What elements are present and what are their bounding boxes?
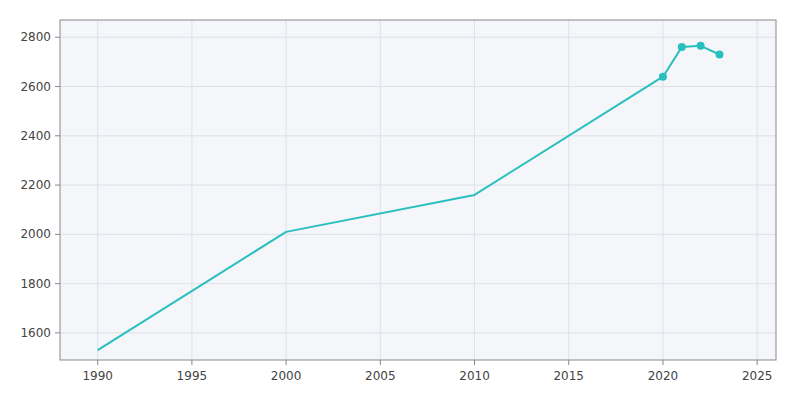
grid-line-x bbox=[380, 20, 381, 360]
tick-label-x: 2005 bbox=[365, 369, 396, 383]
grid-line-x bbox=[286, 20, 287, 360]
grid-line-x bbox=[97, 20, 98, 360]
chart-svg: 1990 1995 2000 2005 2010 2015 2020 2025 1600 1800… bbox=[0, 0, 800, 400]
chart-container: 1990 1995 2000 2005 2010 2015 2020 2025 1600 1800… bbox=[0, 0, 800, 400]
tick-y bbox=[55, 37, 60, 38]
tick-label-x: 1990 bbox=[82, 369, 113, 383]
tick-x bbox=[568, 360, 569, 365]
line bbox=[98, 46, 720, 350]
tick-y bbox=[55, 86, 60, 87]
tick-label-y: 1600 bbox=[20, 326, 51, 340]
marker bbox=[697, 42, 705, 50]
tick-x bbox=[97, 360, 98, 365]
plot-background bbox=[60, 20, 776, 360]
tick-label-y: 1800 bbox=[20, 277, 51, 291]
tick-y bbox=[55, 234, 60, 235]
tick-x bbox=[380, 360, 381, 365]
tick-label-x: 1995 bbox=[177, 369, 208, 383]
tick-label-x: 2015 bbox=[553, 369, 584, 383]
grid-line-y bbox=[60, 86, 776, 87]
tick-y bbox=[55, 283, 60, 284]
tick-label-x: 2000 bbox=[271, 369, 302, 383]
marker bbox=[715, 50, 723, 58]
tick-y bbox=[55, 185, 60, 186]
axes: 1990 1995 2000 2005 2010 2015 2020 2025 1600 1800… bbox=[20, 20, 776, 383]
grid-line-y bbox=[60, 135, 776, 136]
tick-x bbox=[757, 360, 758, 365]
marker bbox=[678, 43, 686, 51]
tick-label-x: 2010 bbox=[459, 369, 490, 383]
tick-y bbox=[55, 332, 60, 333]
grid-line-y bbox=[60, 234, 776, 235]
tick-x bbox=[474, 360, 475, 365]
grid-line-x bbox=[757, 20, 758, 360]
tick-label-x: 2025 bbox=[742, 369, 773, 383]
grid-line-y bbox=[60, 332, 776, 333]
tick-x bbox=[191, 360, 192, 365]
grid-line-x bbox=[191, 20, 192, 360]
grid-line-y bbox=[60, 37, 776, 38]
grid-line-x bbox=[474, 20, 475, 360]
plot-frame bbox=[60, 20, 776, 360]
tick-label-y: 2000 bbox=[20, 227, 51, 241]
data-area bbox=[98, 42, 724, 350]
tick-label-y: 2600 bbox=[20, 80, 51, 94]
grid bbox=[60, 20, 776, 360]
tick-y bbox=[55, 135, 60, 136]
tick-label-y: 2200 bbox=[20, 178, 51, 192]
tick-label-y: 2400 bbox=[20, 129, 51, 143]
tick-x bbox=[662, 360, 663, 365]
grid-line-y bbox=[60, 185, 776, 186]
grid-line-y bbox=[60, 283, 776, 284]
tick-label-x: 2020 bbox=[648, 369, 679, 383]
marker bbox=[659, 73, 667, 81]
grid-line-x bbox=[662, 20, 663, 360]
grid-line-x bbox=[568, 20, 569, 360]
tick-label-y: 2800 bbox=[20, 30, 51, 44]
tick-x bbox=[286, 360, 287, 365]
